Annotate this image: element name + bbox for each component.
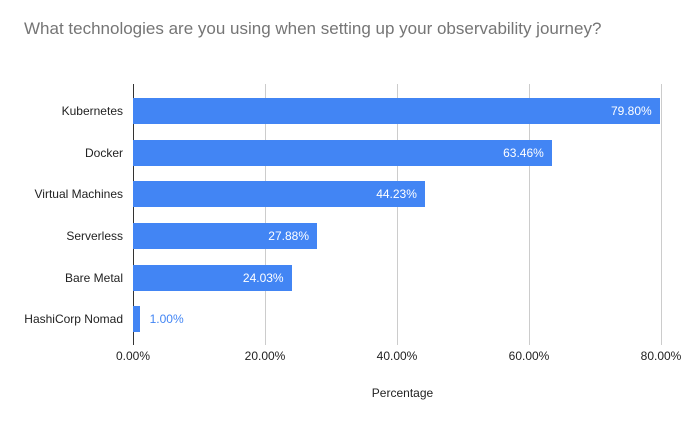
- tick-mark: [397, 340, 398, 345]
- plot-area: 79.80% 63.46% 44.23% 27.88% 24.03% 1.00%: [133, 84, 672, 345]
- chart-title: What technologies are you using when set…: [24, 19, 602, 38]
- x-axis-title: Percentage: [371, 386, 434, 400]
- bar-bare-metal[interactable]: 24.03%: [133, 264, 292, 291]
- category-axis-labels: Kubernetes Docker Virtual Machines Serverle…: [0, 84, 123, 340]
- tick-mark: [661, 340, 662, 345]
- category-label: Kubernetes: [61, 103, 123, 118]
- value-axis-labels: 0.00% 20.00% 40.00% 60.00% 80.00%: [116, 349, 681, 365]
- x-tick-label: 80.00%: [640, 349, 682, 363]
- category-label: Virtual Machines: [34, 187, 124, 202]
- category-label: Bare Metal: [64, 270, 123, 285]
- gridline: [397, 84, 398, 340]
- x-tick-label: 0.00%: [115, 349, 151, 363]
- tick-mark: [133, 340, 134, 345]
- bar-docker[interactable]: 63.46%: [133, 139, 552, 166]
- x-tick-label: 60.00%: [508, 349, 550, 363]
- category-label: HashiCorp Nomad: [24, 312, 123, 327]
- gridline: [529, 84, 530, 340]
- x-tick-label: 40.00%: [376, 349, 418, 363]
- bar-kubernetes[interactable]: 79.80%: [133, 97, 660, 124]
- category-label: Serverless: [66, 228, 123, 243]
- tick-mark: [529, 340, 530, 345]
- bar-value-label: 27.88%: [268, 228, 309, 243]
- tick-mark: [265, 340, 266, 345]
- bar-serverless[interactable]: 27.88%: [133, 222, 317, 249]
- y-axis-line: [133, 84, 134, 340]
- bar-value-label: 79.80%: [610, 103, 652, 118]
- bar-value-label: 24.03%: [242, 270, 284, 285]
- bar-value-label: 44.23%: [376, 187, 417, 202]
- gridline: [265, 84, 266, 340]
- gridline: [661, 84, 662, 340]
- bar-value-label: 1.00%: [149, 312, 184, 327]
- category-label: Docker: [84, 145, 123, 160]
- x-tick-label: 20.00%: [244, 349, 286, 363]
- bar-hashicorp-nomad[interactable]: [133, 306, 140, 333]
- bar-virtual-machines[interactable]: 44.23%: [133, 181, 425, 208]
- bar-value-label: 63.46%: [503, 145, 544, 160]
